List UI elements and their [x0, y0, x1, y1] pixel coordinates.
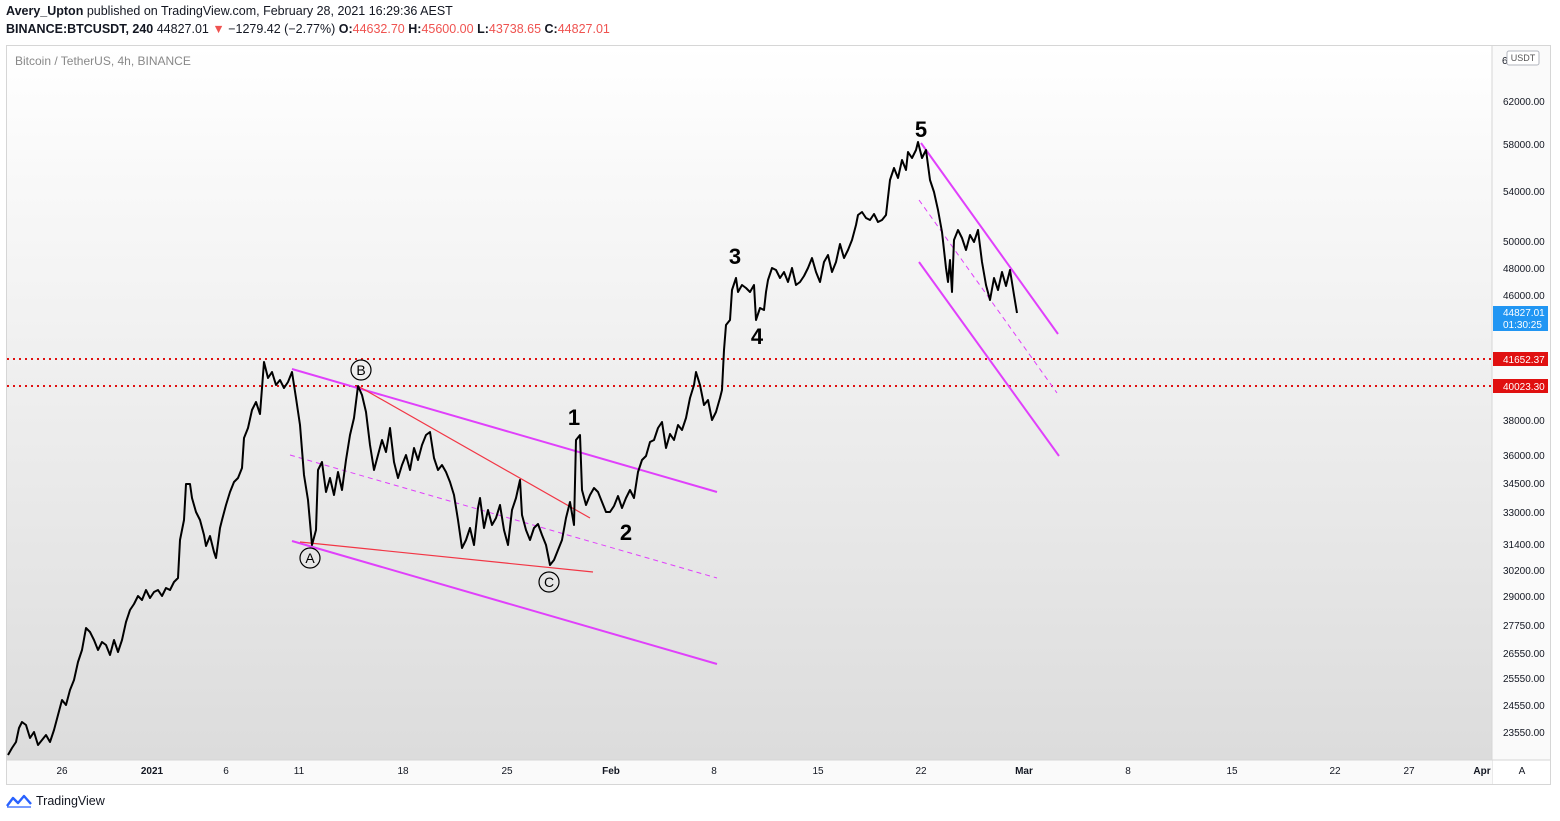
time-tick: 2021 — [141, 766, 164, 777]
footer-brand[interactable]: TradingView — [6, 794, 105, 808]
wave-label-1[interactable]: 1 — [568, 405, 580, 430]
price-line[interactable] — [7, 141, 1018, 756]
channel2-lower-line[interactable] — [918, 261, 1060, 457]
high-value: 45600.00 — [421, 22, 474, 36]
time-tick: 11 — [294, 766, 305, 777]
close-label: C: — [544, 22, 558, 36]
time-tick: 15 — [812, 766, 824, 777]
wave-label-a: A — [305, 550, 315, 566]
price-tick: 50000.00 — [1503, 237, 1545, 248]
tradingview-logo-icon — [6, 794, 32, 808]
wave-label-a-circle[interactable]: A — [299, 547, 321, 569]
price-axis-pane[interactable] — [1492, 46, 1550, 760]
price-tick: 31400.00 — [1503, 540, 1545, 551]
wave-label-4[interactable]: 4 — [751, 324, 764, 349]
channel2-upper-line[interactable] — [920, 142, 1059, 335]
chart-frame — [6, 45, 1551, 785]
time-tick: 8 — [1125, 766, 1131, 777]
wedge-lower-line[interactable] — [299, 541, 594, 573]
price-tick: 46000.00 — [1503, 291, 1545, 302]
time-tick: 22 — [1329, 766, 1341, 777]
time-axis-labels: 26 2021 6 11 18 25 Feb 8 15 22 Mar 8 15 … — [56, 766, 1490, 777]
currency-label: USDT — [1511, 53, 1536, 63]
level1-badge: 41652.37 — [1493, 352, 1548, 366]
price-tick: 25550.00 — [1503, 674, 1545, 685]
wave-label-2[interactable]: 2 — [620, 520, 632, 545]
time-tick: Mar — [1015, 766, 1033, 777]
wave-label-3[interactable]: 3 — [729, 244, 741, 269]
wave-label-c-circle[interactable]: C — [538, 571, 560, 593]
price-tick: 58000.00 — [1503, 140, 1545, 151]
open-label: O: — [338, 22, 353, 36]
time-tick: 22 — [915, 766, 927, 777]
price-tick: 36000.00 — [1503, 451, 1545, 462]
footer-brand-label: TradingView — [36, 794, 105, 808]
high-label: H: — [408, 22, 422, 36]
currency-button[interactable]: USDT — [1506, 50, 1540, 66]
wave-label-b: B — [356, 362, 365, 378]
price-tick: 34500.00 — [1503, 479, 1545, 490]
level2-label: 40023.30 — [1503, 382, 1545, 393]
price-change: −1279.42 (−2.77%) — [228, 22, 336, 36]
level2-badge: 40023.30 — [1493, 379, 1548, 393]
channel-mid-line[interactable] — [289, 454, 718, 579]
chart-pane[interactable] — [7, 46, 1492, 760]
bar-countdown: 01:30:25 — [1503, 320, 1542, 331]
price-axis-labels: 6 62000.00 58000.00 54000.00 50000.00 48… — [1502, 56, 1545, 739]
publish-text: published on TradingView.com, February 2… — [86, 4, 453, 18]
time-tick: 6 — [223, 766, 229, 777]
time-tick: 25 — [501, 766, 513, 777]
symbol-label[interactable]: BINANCE:BTCUSDT, 240 — [6, 22, 154, 36]
price-tick: 26550.00 — [1503, 649, 1545, 660]
channel-upper-line[interactable] — [291, 368, 718, 493]
low-label: L: — [477, 22, 489, 36]
low-value: 43738.65 — [488, 22, 542, 36]
chart-title: Bitcoin / TetherUS, 4h, BINANCE — [15, 54, 191, 68]
price-tick: 27750.00 — [1503, 621, 1545, 632]
price-tick: 29000.00 — [1503, 592, 1545, 603]
auto-scale-button[interactable]: A — [1519, 766, 1526, 777]
price-tick: 33000.00 — [1503, 508, 1545, 519]
current-price-label: 44827.01 — [1503, 308, 1545, 319]
wave-label-b-circle[interactable]: B — [350, 359, 372, 381]
price-tick: 38000.00 — [1503, 416, 1545, 427]
open-value: 44632.70 — [352, 22, 405, 36]
time-axis-pane[interactable] — [7, 760, 1492, 784]
down-arrow-icon: ▼ — [212, 22, 225, 36]
price-tick: 30200.00 — [1503, 566, 1545, 577]
price-tick: 48000.00 — [1503, 264, 1545, 275]
time-tick: 8 — [711, 766, 717, 777]
time-tick: Apr — [1473, 766, 1490, 777]
wedge-upper-line[interactable] — [357, 385, 591, 519]
publish-info: Avery_Upton published on TradingView.com… — [6, 4, 453, 18]
channel-lower-line[interactable] — [291, 540, 718, 665]
price-tick-top: 6 — [1502, 56, 1508, 67]
price-tick: 23550.00 — [1503, 728, 1545, 739]
time-tick: 27 — [1403, 766, 1415, 777]
author-name[interactable]: Avery_Upton — [6, 4, 84, 18]
last-price: 44827.01 — [156, 22, 209, 36]
ticker-info: BINANCE:BTCUSDT, 240 44827.01 ▼ −1279.42… — [6, 22, 610, 36]
time-tick: 15 — [1226, 766, 1238, 777]
price-tick: 24550.00 — [1503, 701, 1545, 712]
price-tick: 54000.00 — [1503, 187, 1545, 198]
price-tick: 62000.00 — [1503, 97, 1545, 108]
time-tick: 26 — [56, 766, 68, 777]
time-tick: Feb — [602, 766, 620, 777]
wave-label-5[interactable]: 5 — [915, 117, 927, 142]
level1-label: 41652.37 — [1503, 355, 1545, 366]
close-value: 44827.01 — [557, 22, 610, 36]
wave-label-c: C — [544, 574, 554, 590]
current-price-badge: 44827.01 01:30:25 — [1493, 306, 1548, 331]
time-tick: 18 — [397, 766, 409, 777]
